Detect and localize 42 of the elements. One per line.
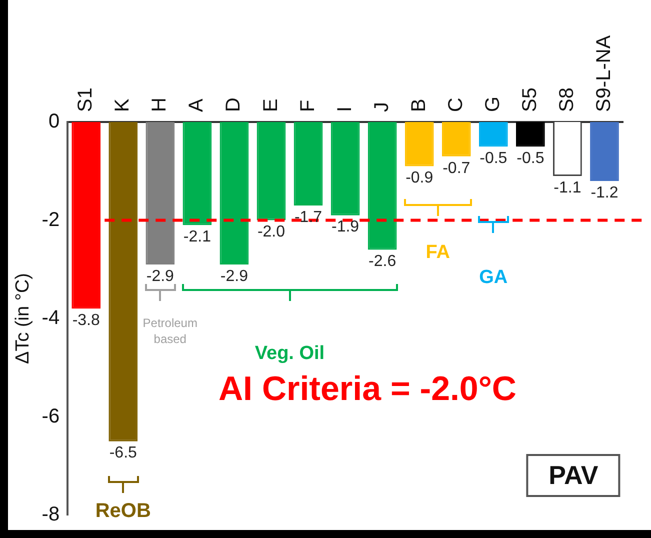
- data-label: -0.5: [516, 150, 544, 167]
- data-label: -0.9: [406, 170, 434, 187]
- y-tick-label: 0: [48, 110, 60, 133]
- x-tick-label: I: [334, 106, 356, 112]
- data-label: -2.0: [257, 224, 286, 241]
- data-label: -0.7: [442, 160, 470, 177]
- annotation: Veg. Oil: [254, 343, 325, 366]
- x-tick-label: E: [260, 98, 282, 112]
- data-label: -2.6: [368, 253, 396, 270]
- y-axis-title: ΔTc (in °C): [12, 272, 34, 364]
- x-tick-label: J: [370, 102, 393, 112]
- data-label: -2.9: [146, 268, 174, 285]
- y-tick-label: -4: [42, 307, 60, 330]
- y-tick-label: -6: [42, 405, 60, 428]
- annotation: GA: [479, 266, 508, 289]
- data-label: -1.2: [590, 184, 618, 202]
- data-label: -3.8: [72, 312, 100, 330]
- data-label: -2.9: [220, 268, 248, 285]
- x-tick-label: S8: [556, 88, 578, 112]
- x-tick-label: A: [186, 98, 208, 112]
- annotation: PAV: [526, 454, 620, 497]
- data-label: -0.5: [480, 150, 508, 167]
- data-label: -6.5: [109, 444, 138, 462]
- x-tick-label: S5: [518, 88, 541, 112]
- x-tick-label: D: [222, 98, 245, 112]
- x-tick-label: H: [148, 98, 171, 112]
- ref-line-label: AI Criteria = -2.0°C: [218, 370, 516, 410]
- data-label: -2.1: [183, 228, 212, 246]
- data-label: -1.1: [554, 179, 582, 196]
- annotation: Petroleum based: [142, 316, 198, 348]
- annotation: ReOB: [95, 500, 151, 524]
- x-tick-label: S1: [74, 88, 97, 112]
- x-tick-label: G: [482, 96, 504, 112]
- annotation: FA: [426, 242, 450, 264]
- y-tick-label: -8: [42, 504, 60, 526]
- x-tick-label: S9-L-NA: [593, 34, 615, 112]
- y-tick-label: -2: [42, 208, 60, 231]
- x-tick-label: B: [408, 98, 430, 112]
- x-tick-label: C: [444, 98, 467, 112]
- data-label: -1.9: [332, 218, 360, 236]
- x-tick-label: K: [112, 98, 134, 112]
- x-tick-label: F: [296, 100, 319, 112]
